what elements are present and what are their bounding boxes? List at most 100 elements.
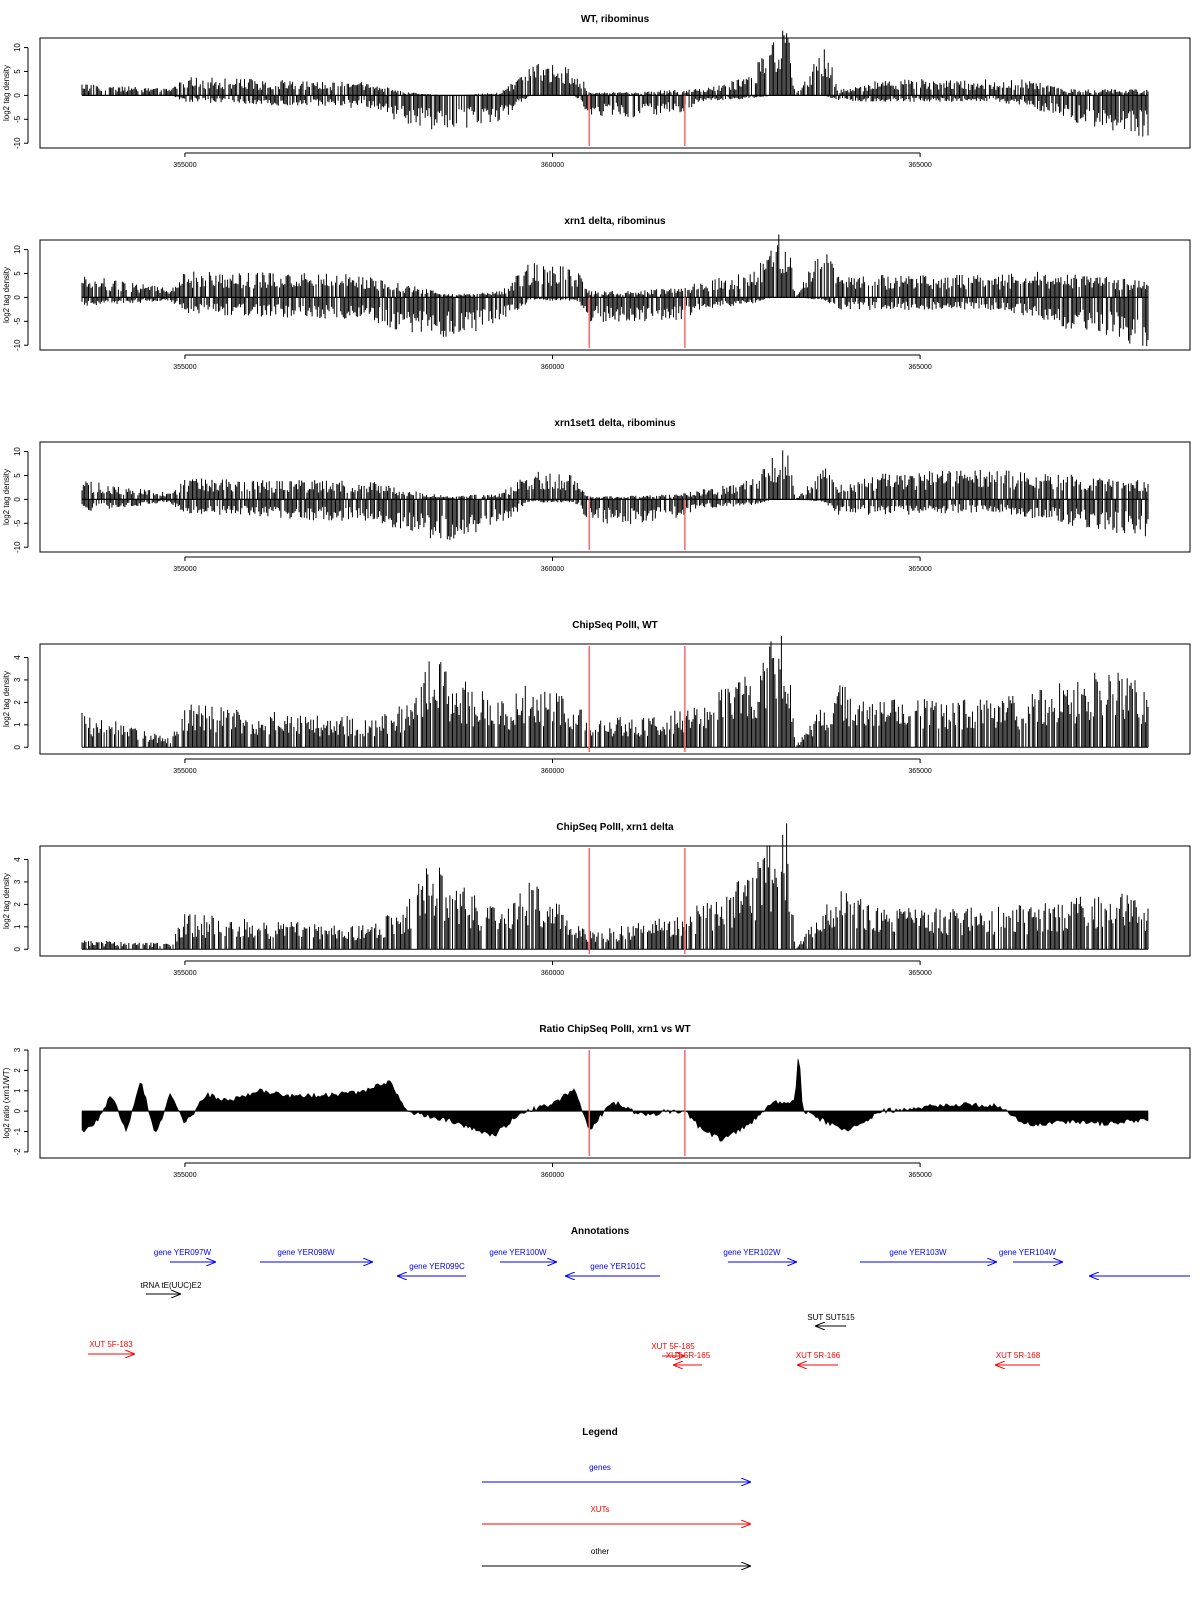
x-tick-label: 355000: [173, 162, 196, 169]
x-tick-label: 360000: [541, 364, 564, 371]
panel-frame: [39, 643, 1191, 755]
y-tick-label: 4: [13, 857, 22, 862]
other-feature-label: SUT SUT515: [807, 1313, 855, 1322]
x-tick-label: 360000: [541, 970, 564, 977]
coverage-bars: [81, 30, 1149, 137]
y-tick-label: 10: [13, 447, 22, 456]
signal-series: [81, 234, 1149, 347]
x-tick-label: 365000: [908, 162, 931, 169]
gene-label: gene YER102W: [723, 1248, 781, 1257]
y-tick-label: 2: [13, 1068, 22, 1073]
panel-title: Ratio ChipSeq PolII, xrn1 vs WT: [539, 1024, 690, 1035]
x-tick-label: 360000: [541, 162, 564, 169]
coverage-bars: [81, 823, 1149, 950]
coverage-bars: [81, 234, 1149, 347]
annotations-section: Annotations gene YER097W gene YER098W gene…: [88, 1226, 1190, 1365]
y-axis-label: log2 tag density: [2, 65, 11, 121]
track-panel: xrn1set1 delta, ribominus -10 -5 0 5 10 log2 t…: [2, 418, 1191, 573]
y-tick-label: 2: [13, 902, 22, 907]
panel-title: xrn1 delta, ribominus: [564, 216, 666, 227]
track-panel: ChipSeq PolII, xrn1 delta 0 1 2 3 4 log2 tag d…: [2, 822, 1191, 977]
signal-series: [81, 450, 1149, 540]
y-tick-label: 0: [13, 1108, 22, 1113]
y-tick-label: -5: [13, 115, 22, 123]
y-tick-label: 5: [13, 473, 22, 478]
legend-label: XUTs: [590, 1505, 609, 1514]
panel-frame: [39, 239, 1191, 351]
panel-title: WT, ribominus: [581, 14, 650, 25]
coverage-bars: [81, 636, 1149, 748]
y-axis-label: log2 tag density: [2, 671, 11, 727]
panel-frame: [39, 441, 1191, 553]
y-tick-label: 0: [13, 946, 22, 951]
y-tick-label: -5: [13, 317, 22, 325]
xut-label: XUT 5F-183: [89, 1340, 133, 1349]
annotations-title: Annotations: [571, 1226, 630, 1237]
panel-frame: [39, 37, 1191, 149]
y-tick-label: 3: [13, 879, 22, 884]
gene-label: gene YER098W: [277, 1248, 335, 1257]
other-feature-label: tRNA tE(UUC)E2: [141, 1281, 202, 1290]
legend-label: genes: [589, 1463, 611, 1472]
legend-section: Legend genes XUTs other: [482, 1427, 750, 1566]
legend-title: Legend: [582, 1427, 618, 1438]
panel-title: ChipSeq PolII, WT: [572, 620, 658, 631]
signal-series: [81, 823, 1149, 950]
track-panel: WT, ribominus -10 -5 0 5 10 log2 tag density 35…: [2, 14, 1191, 169]
xut-label: XUT 5R-168: [996, 1351, 1041, 1360]
x-tick-label: 365000: [908, 768, 931, 775]
x-tick-label: 365000: [908, 566, 931, 573]
y-axis-label: log2 tag density: [2, 469, 11, 525]
y-tick-label: -10: [13, 339, 22, 351]
x-tick-label: 360000: [541, 1172, 564, 1179]
gene-label: gene YER101C: [590, 1262, 646, 1271]
y-tick-label: 0: [13, 295, 22, 300]
y-axis-label: log2 tag density: [2, 873, 11, 929]
x-tick-label: 355000: [173, 364, 196, 371]
y-axis-label: log2 ratio (xrn1/WT): [2, 1067, 11, 1138]
y-tick-label: 10: [13, 245, 22, 254]
x-tick-label: 360000: [541, 566, 564, 573]
signal-series: [81, 636, 1149, 748]
xut-label: XUT 5R-166: [796, 1351, 841, 1360]
legend-label: other: [591, 1547, 610, 1556]
y-tick-label: 4: [13, 655, 22, 660]
x-tick-label: 355000: [173, 970, 196, 977]
x-tick-label: 365000: [908, 1172, 931, 1179]
y-tick-label: 0: [13, 744, 22, 749]
track-panel: Ratio ChipSeq PolII, xrn1 vs WT -2 -1 0 1 2 3 l…: [2, 1024, 1191, 1179]
gene-label: gene YER103W: [889, 1248, 947, 1257]
y-tick-label: -10: [13, 137, 22, 149]
xut-label: XUT 5F-185: [651, 1342, 695, 1351]
y-tick-label: -5: [13, 519, 22, 527]
y-tick-label: -10: [13, 541, 22, 553]
panel-title: ChipSeq PolII, xrn1 delta: [556, 822, 674, 833]
track-panel: ChipSeq PolII, WT 0 1 2 3 4 log2 tag density 35…: [2, 620, 1191, 775]
panel-frame: [39, 1047, 1191, 1159]
y-tick-label: 10: [13, 43, 22, 52]
panel-title: xrn1set1 delta, ribominus: [554, 418, 676, 429]
coverage-bars: [81, 450, 1149, 540]
y-tick-label: 0: [13, 497, 22, 502]
x-tick-label: 355000: [173, 1172, 196, 1179]
x-tick-label: 360000: [541, 768, 564, 775]
panel-frame: [39, 845, 1191, 957]
x-tick-label: 365000: [908, 364, 931, 371]
y-axis-label: log2 tag density: [2, 267, 11, 323]
xut-label: XUT 5R-165: [666, 1351, 711, 1360]
y-tick-label: 5: [13, 271, 22, 276]
y-tick-label: 1: [13, 722, 22, 727]
y-tick-label: 0: [13, 93, 22, 98]
signal-series: [81, 1058, 1149, 1142]
y-tick-label: 1: [13, 924, 22, 929]
track-panel: xrn1 delta, ribominus -10 -5 0 5 10 log2 tag d…: [2, 216, 1191, 371]
gene-label: gene YER100W: [489, 1248, 547, 1257]
y-tick-label: 3: [13, 677, 22, 682]
x-tick-label: 355000: [173, 768, 196, 775]
gene-label: gene YER104W: [999, 1248, 1057, 1257]
y-tick-label: -1: [13, 1127, 22, 1135]
ratio-area: [81, 1058, 1149, 1142]
y-tick-label: 3: [13, 1047, 22, 1052]
y-tick-label: 2: [13, 700, 22, 705]
